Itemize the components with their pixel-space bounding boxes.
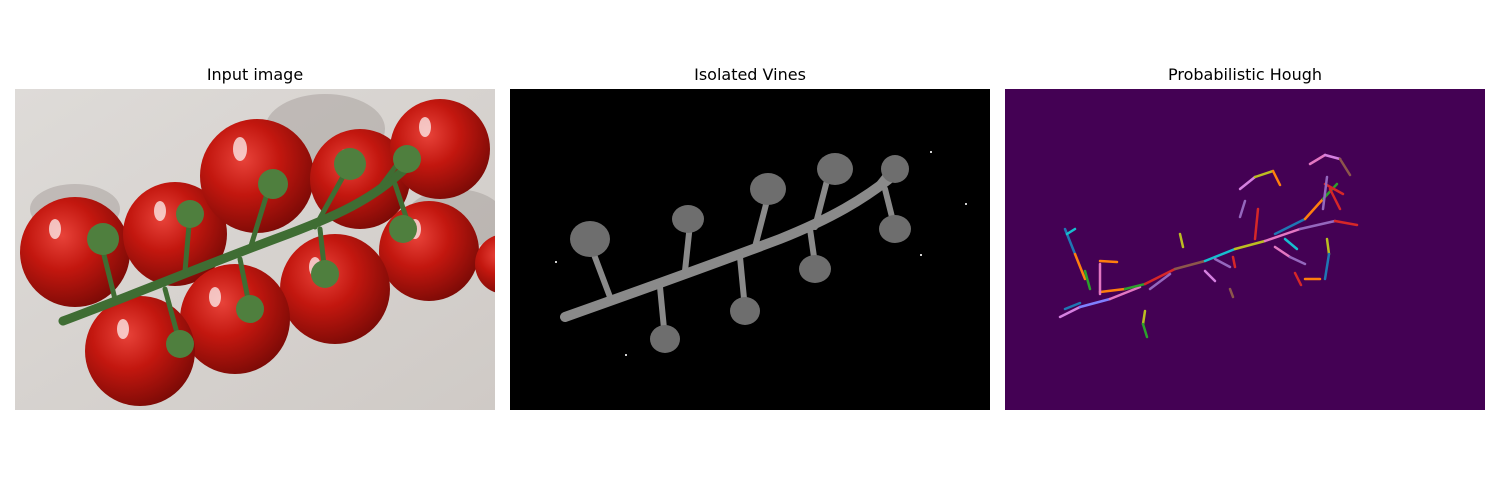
panel-title-isolated-vines: Isolated Vines <box>694 65 806 84</box>
panel-title-probabilistic-hough: Probabilistic Hough <box>1167 65 1323 84</box>
tomatoes <box>20 99 495 406</box>
panel-title-input-image: Input image <box>206 65 304 84</box>
hough-line-segments <box>1058 153 1359 339</box>
mask-noise <box>555 151 967 356</box>
calyxes <box>87 145 421 358</box>
input-image-panel <box>15 89 495 410</box>
probabilistic-hough-panel <box>1005 89 1485 410</box>
hough-lines-image <box>1005 89 1485 410</box>
isolated-vines-panel <box>510 89 990 410</box>
tomato-photo <box>15 89 495 410</box>
calyx-mask <box>570 153 911 353</box>
vine-mask-image <box>510 89 990 410</box>
